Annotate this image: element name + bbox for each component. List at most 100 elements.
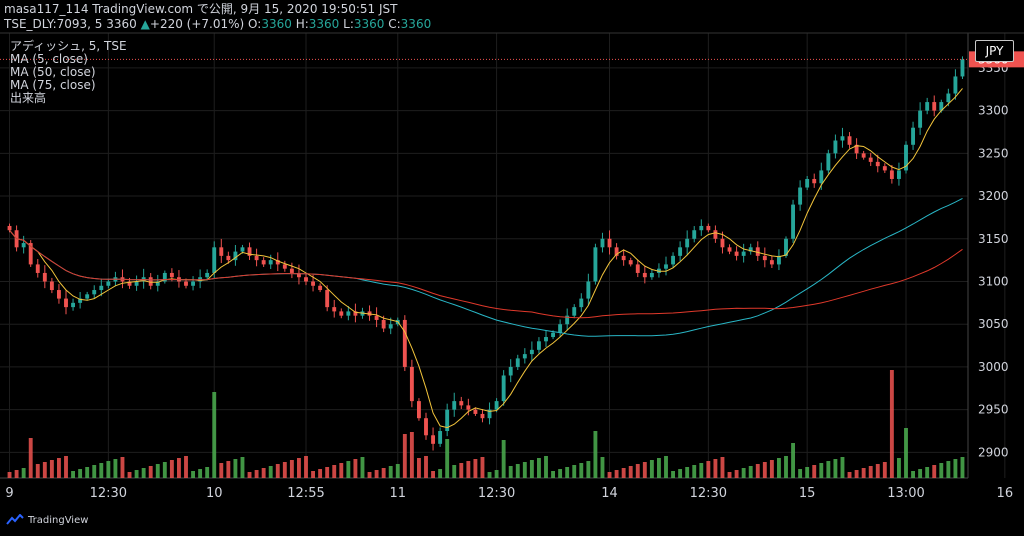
volume-bar bbox=[402, 434, 407, 478]
moving-averages bbox=[9, 88, 963, 429]
volume-bar bbox=[657, 458, 661, 478]
volume-bar bbox=[155, 464, 160, 478]
legend-ma50[interactable]: MA (50, close) bbox=[10, 65, 96, 79]
candle-body bbox=[64, 298, 68, 308]
volume-bar bbox=[939, 463, 944, 478]
volume-bar bbox=[671, 471, 675, 478]
legend-symbol[interactable]: アディッシュ, 5, TSE bbox=[10, 39, 127, 53]
high-value: 3360 bbox=[308, 17, 340, 31]
volume-bar bbox=[409, 432, 414, 478]
candle-body bbox=[381, 319, 386, 329]
volume-bar bbox=[261, 468, 266, 478]
volume-bar bbox=[522, 462, 527, 478]
volume-bar bbox=[953, 459, 958, 478]
candle-body bbox=[748, 247, 753, 252]
volume-bar bbox=[904, 428, 908, 478]
candle-body bbox=[551, 332, 555, 338]
price-tick-label: 3250 bbox=[978, 146, 1009, 160]
volume-bar bbox=[438, 469, 443, 478]
indicator-legend: アディッシュ, 5, TSE MA (5, close) MA (50, clo… bbox=[10, 40, 127, 105]
candle-body bbox=[621, 255, 626, 261]
candle-body bbox=[678, 247, 683, 256]
time-tick-label: 15 bbox=[799, 486, 816, 501]
volume-bar bbox=[572, 465, 577, 478]
candle-body bbox=[57, 290, 61, 299]
currency-button[interactable]: JPY bbox=[975, 40, 1014, 62]
volume-bar bbox=[558, 469, 563, 478]
candle-body bbox=[706, 225, 711, 231]
symbol-label: TSE_DLY:7093, 5 bbox=[4, 17, 103, 31]
volume-bar bbox=[134, 470, 139, 478]
candle-body bbox=[501, 375, 506, 402]
volume-bar bbox=[946, 461, 951, 478]
volume-bar bbox=[431, 471, 435, 478]
legend-ma75[interactable]: MA (75, close) bbox=[10, 78, 96, 92]
volume-bar bbox=[607, 472, 612, 478]
volume-bar bbox=[318, 469, 323, 478]
volume-bar bbox=[501, 440, 506, 478]
candle-body bbox=[289, 268, 294, 273]
volume-bars bbox=[7, 370, 965, 478]
volume-bar bbox=[374, 470, 379, 478]
candle-body bbox=[537, 341, 541, 350]
volume-bar bbox=[473, 459, 478, 478]
volume-bar bbox=[882, 462, 887, 478]
legend-volume[interactable]: 出来高 bbox=[10, 91, 47, 105]
candle-body bbox=[671, 255, 675, 265]
candle-body bbox=[134, 281, 139, 286]
volume-bar bbox=[35, 464, 40, 478]
candle-body bbox=[424, 418, 428, 436]
candle-body bbox=[417, 401, 421, 419]
open-label: O: bbox=[248, 17, 262, 31]
time-tick-label: 14 bbox=[601, 486, 618, 501]
volume-bar bbox=[494, 470, 499, 478]
price-tick-label: 3050 bbox=[978, 317, 1009, 331]
tradingview-logo-icon bbox=[6, 514, 24, 525]
candle-body bbox=[840, 136, 845, 141]
candle-body bbox=[325, 290, 330, 308]
candle-body bbox=[544, 337, 548, 342]
volume-bar bbox=[21, 468, 26, 478]
candle-body bbox=[459, 401, 464, 406]
volume-bar bbox=[537, 458, 541, 478]
volume-bar bbox=[769, 460, 774, 478]
candle-body bbox=[297, 272, 301, 278]
legend-ma5[interactable]: MA (5, close) bbox=[10, 52, 88, 66]
price-tick-label: 3100 bbox=[978, 274, 1009, 288]
candle-body bbox=[734, 251, 739, 256]
candle-body bbox=[311, 281, 315, 286]
candle-body bbox=[71, 302, 75, 308]
candle-body bbox=[777, 255, 781, 265]
volume-bar bbox=[127, 472, 132, 478]
price-tick-label: 3000 bbox=[978, 360, 1009, 374]
candle-body bbox=[515, 358, 520, 367]
tradingview-brand[interactable]: TradingView bbox=[6, 514, 88, 526]
candle-body bbox=[904, 144, 908, 171]
volume-bar bbox=[833, 459, 838, 478]
volume-bar bbox=[847, 472, 852, 478]
volume-bar bbox=[78, 469, 83, 478]
volume-bar bbox=[861, 468, 866, 478]
volume-bar bbox=[664, 456, 668, 478]
volume-bar bbox=[452, 465, 457, 478]
volume-bar bbox=[586, 461, 591, 478]
volume-bar bbox=[184, 456, 188, 478]
time-tick-label: 9 bbox=[5, 486, 13, 501]
candle-body bbox=[205, 272, 210, 278]
volume-bar bbox=[911, 471, 915, 478]
volume-bar bbox=[515, 464, 520, 478]
volume-bar bbox=[275, 464, 280, 478]
high-label: H: bbox=[295, 17, 309, 31]
volume-bar bbox=[99, 463, 104, 478]
candle-body bbox=[833, 140, 838, 154]
candle-body bbox=[600, 238, 605, 248]
volume-bar bbox=[784, 456, 788, 478]
volume-bar bbox=[325, 467, 330, 478]
volume-bar bbox=[614, 470, 619, 478]
volume-bar bbox=[713, 459, 718, 478]
volume-bar bbox=[932, 465, 937, 478]
volume-bar bbox=[593, 431, 598, 478]
volume-bar bbox=[113, 459, 118, 478]
volume-bar bbox=[346, 461, 351, 478]
